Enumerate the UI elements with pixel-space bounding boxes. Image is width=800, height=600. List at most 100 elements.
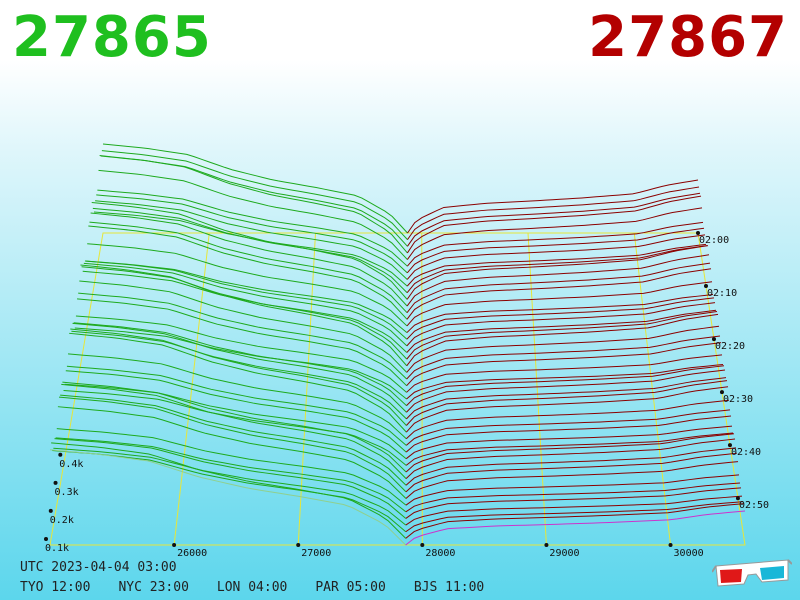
ask-depth-line: [405, 386, 729, 433]
ask-depth-line: [405, 438, 736, 479]
ask-depth-line: [405, 461, 739, 499]
ask-depth-line: [405, 432, 734, 466]
bid-depth-line: [83, 262, 408, 347]
ask-depth-line: [406, 293, 714, 333]
bid-depth-line: [73, 322, 407, 406]
x-tick-label: 29000: [549, 548, 579, 559]
bid-depth-line: [88, 225, 408, 320]
ask-depth-line: [406, 227, 705, 274]
bid-depth-line: [89, 221, 408, 314]
ask-depth-line: [406, 254, 710, 307]
bid-depth-line: [78, 292, 408, 380]
bid-depth-line: [70, 328, 407, 426]
ask-depth-line: [406, 268, 712, 320]
bid-depth-line: [56, 428, 407, 506]
time-tick-label: 02:20: [715, 341, 745, 352]
bid-depth-line: [51, 442, 407, 539]
bid-depth-line: [102, 143, 408, 234]
ask-depth-line: [407, 186, 700, 240]
bid-depth-line: [90, 212, 408, 307]
bid-depth-line: [95, 200, 408, 280]
3d-glasses-icon[interactable]: [712, 556, 792, 592]
ask-depth-line: [405, 482, 741, 513]
ask-depth-line: [406, 297, 715, 340]
bid-depth-line: [54, 438, 407, 519]
grid-frame: [49, 232, 746, 546]
z-tick-mark: [48, 508, 53, 513]
ask-depth-line: [406, 281, 713, 327]
bid-depth-line: [55, 437, 407, 513]
bid-depth-line: [81, 266, 408, 360]
z-tick-label: 0.3k: [55, 487, 79, 498]
bid-depth-line: [87, 243, 408, 327]
bid-depth-line: [74, 327, 407, 400]
ask-depth-line: [406, 245, 708, 294]
ask-depth-line: [406, 369, 726, 413]
bid-depth-line: [92, 207, 408, 294]
time-tick-mark: [727, 443, 732, 448]
clock-tyo: TYO 12:00: [20, 580, 91, 595]
bid-depth-line: [61, 383, 407, 479]
x-tick-label: 28000: [425, 548, 455, 559]
bid-depth-line: [57, 406, 407, 499]
x-tick-label: 26000: [177, 548, 207, 559]
ask-depth-line: [405, 433, 735, 473]
ask-depth-line: [405, 409, 731, 446]
time-tick-label: 02:00: [699, 235, 729, 246]
ask-depth-line: [405, 447, 737, 486]
ask-depth-line: [406, 221, 704, 267]
bid-depth-line: [71, 330, 407, 420]
ask-depth-line: [406, 195, 702, 254]
bid-depth-line: [58, 396, 407, 493]
bid-depth-line: [79, 280, 408, 373]
x-tick-mark: [668, 543, 673, 547]
utc-clock: UTC 2023-04-04 03:00: [20, 560, 177, 575]
time-tick-label: 02:50: [739, 500, 769, 511]
time-tick-label: 02:10: [707, 288, 737, 299]
bid-depth-line: [52, 450, 407, 533]
clock-par: PAR 05:00: [315, 580, 386, 595]
bid-depth-line: [80, 264, 408, 367]
ask-depth-line: [405, 415, 732, 453]
bid-depth-line: [101, 150, 408, 240]
bid-depth-line: [91, 201, 408, 300]
ask-depth-line: [405, 487, 742, 519]
ask-depth-line: [406, 335, 721, 380]
z-tick-mark: [44, 537, 48, 541]
ask-depth-line: [407, 179, 699, 234]
bid-depth-line: [97, 189, 408, 267]
ask-depth-line: [406, 377, 727, 420]
ask-depth-line: [405, 452, 738, 493]
bid-depth-line: [96, 194, 408, 274]
grid-line: [297, 232, 316, 546]
time-tick-mark: [696, 231, 700, 235]
bid-depth-line: [69, 332, 407, 433]
ask-depth-line: [405, 510, 746, 546]
z-tick-label: 0.4k: [59, 459, 83, 470]
ask-depth-line: [406, 380, 728, 426]
ask-depth-line: [406, 311, 718, 360]
ask-depth-line: [406, 234, 706, 280]
z-tick-label: 0.1k: [45, 543, 69, 554]
bid-price: 27865: [12, 5, 212, 70]
clock-nyc: NYC 23:00: [118, 580, 189, 595]
bid-depth-line: [60, 394, 407, 486]
x-tick-mark: [172, 543, 177, 547]
grid-line: [527, 232, 547, 546]
time-tick-mark: [719, 390, 724, 395]
bid-depth-line: [99, 155, 408, 254]
world-clocks: TYO 12:00 NYC 23:00 LON 04:00 PAR 05:00 …: [20, 580, 484, 595]
ask-depth-line: [406, 262, 711, 313]
ask-depth-line: [406, 364, 724, 400]
x-tick-mark: [544, 543, 549, 547]
ask-depth-line: [406, 207, 703, 260]
time-tick-label: 02:40: [731, 447, 761, 458]
bid-depth-line: [72, 322, 407, 413]
z-tick-mark: [53, 480, 58, 485]
x-tick-mark: [420, 543, 425, 547]
z-tick-mark: [58, 452, 63, 457]
ask-depth-line: [406, 342, 722, 387]
bid-depth-line: [67, 353, 407, 440]
clock-bjs: BJS 11:00: [413, 580, 485, 595]
ask-depth-line: [405, 503, 745, 539]
